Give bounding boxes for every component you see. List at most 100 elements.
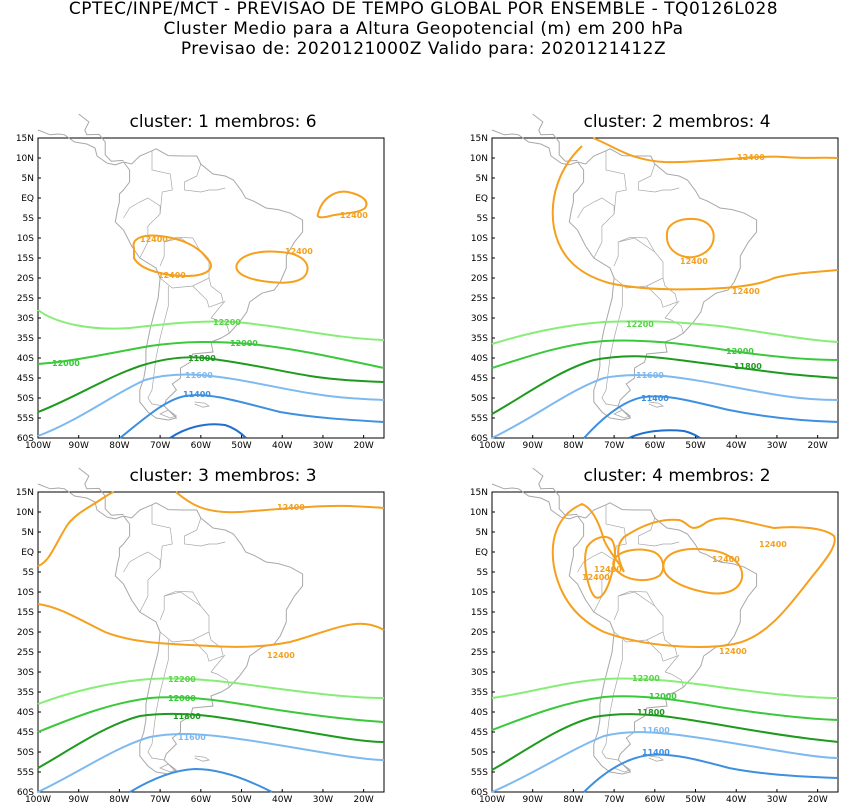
lat-tick-label: 35S [17,688,34,698]
lat-tick-label: 10S [17,234,34,244]
contour-label: 12400 [594,565,622,574]
coastline-central-america [37,129,124,166]
panel-3-title: cluster: 3 membros: 3 [129,466,317,486]
contour-label: 11400 [641,394,669,403]
lat-tick-label: 5N [476,528,488,538]
country-border [147,286,169,407]
lon-tick-label: 30W [767,441,787,451]
lat-tick-label: 5S [23,568,35,578]
lat-tick-label: 45S [17,374,34,384]
panel-4-title: cluster: 4 membros: 2 [583,466,771,486]
lat-tick-label: 40S [17,708,34,718]
lat-tick-label: 5N [476,174,488,184]
contour-label: 12400 [267,651,295,660]
contour-11400-panel-1 [119,394,385,439]
country-border [638,509,680,547]
country-border [159,237,210,289]
lat-tick-label: 40S [17,354,34,364]
contour-11400-panel-4 [583,753,839,793]
lat-tick-label: 15S [471,254,488,264]
country-border [646,631,678,662]
coastline-central-america [491,129,578,166]
lat-tick-label: 10N [470,508,488,518]
lon-tick-label: 60W [191,441,211,451]
panel-1-axes: 15N 10N 5N EQ 5S 10S 15S 20S 25S 30S 35S 40S 45S 50S 5… [16,134,385,451]
lat-tick-label: 25S [17,648,34,658]
country-border [151,150,173,215]
lat-tick-label: 10S [471,234,488,244]
lat-tick-label: 10N [470,154,488,164]
lon-tick-label: 50W [685,441,705,451]
lon-tick-label: 40W [272,795,292,805]
lon-tick-label: 100W [25,795,51,805]
contour-label: 12200 [213,318,241,327]
contour-11600-panel-2 [491,374,839,439]
lat-tick-label: 50S [17,394,34,404]
contour-label: 11800 [637,708,665,717]
contour-12200-panel-1 [37,309,385,341]
country-border [664,300,680,319]
map-panel-2: 15N 10N 5N EQ 5S 10S 15S 20S 25S 30S 35S 40S 45S 50S 5… [454,113,847,453]
coastline-south-america [114,148,304,421]
lon-tick-label: 70W [604,441,624,451]
contour-11200-panel-1 [169,423,247,439]
lat-tick-label: 40S [471,354,488,364]
country-border [210,300,226,319]
contour-12000-panel-1 [37,340,385,369]
country-border [577,197,615,259]
contour-label: 12400 [737,153,765,162]
lat-tick-label: 20S [17,628,34,638]
panel-1-coastline [37,113,304,421]
coastline-island [648,401,665,408]
contour-12400-panel-2 [665,217,715,259]
map-header-line-3: Previsao de: 2020121000Z Valido para: 20… [180,39,667,59]
lat-tick-label: 30S [17,314,34,324]
coastline-island [159,763,178,773]
country-border [210,317,230,334]
lat-tick-label: 35S [471,334,488,344]
lat-tick-label: 5N [22,528,34,538]
coastline-central-america [78,467,124,516]
contour-11400-panel-2 [583,395,839,439]
country-border [123,551,161,613]
lat-tick-label: EQ [475,194,488,204]
contour-label: 12400 [140,235,168,244]
lon-tick-label: 60W [645,441,665,451]
country-border [664,317,684,334]
lat-tick-label: 45S [471,374,488,384]
contour-label: 12400 [340,211,368,220]
lat-tick-label: 25S [471,294,488,304]
lat-tick-label: 15N [16,488,34,498]
coastline-south-america [568,148,758,421]
lat-tick-label: 30S [471,314,488,324]
contour-12400-panel-1 [235,250,309,284]
contour-11600-panel-4 [491,731,839,793]
contour-label: 12000 [649,692,677,701]
lat-tick-label: 55S [471,768,488,778]
contour-12400-panel-1 [132,234,212,278]
panel-2-axes: 15N 10N 5N EQ 5S 10S 15S 20S 25S 30S 35S 40S 45S 50S 5… [470,134,839,451]
country-border [618,590,656,607]
country-border [638,155,680,193]
lon-tick-label: 80W [563,795,583,805]
plot-frame [37,137,385,439]
contour-11600-panel-1 [37,373,385,437]
lat-tick-label: 5S [477,568,489,578]
lat-tick-label: 15S [17,254,34,264]
coastline-south-america [568,502,758,775]
lat-tick-label: 20S [17,274,34,284]
contour-11600-panel-3 [37,732,385,793]
contour-label: 11800 [173,712,201,721]
country-border [210,654,226,673]
contour-label: 12400 [582,573,610,582]
lat-tick-label: 50S [17,748,34,758]
lon-tick-label: 60W [191,795,211,805]
lon-tick-label: 100W [479,795,505,805]
lon-tick-label: 20W [807,441,827,451]
country-border [601,286,623,407]
lat-tick-label: 45S [17,728,34,738]
coastline-central-america [532,467,578,516]
contour-label: 11600 [178,733,206,742]
contour-label: 11600 [185,371,213,380]
lon-tick-label: 100W [25,441,51,451]
